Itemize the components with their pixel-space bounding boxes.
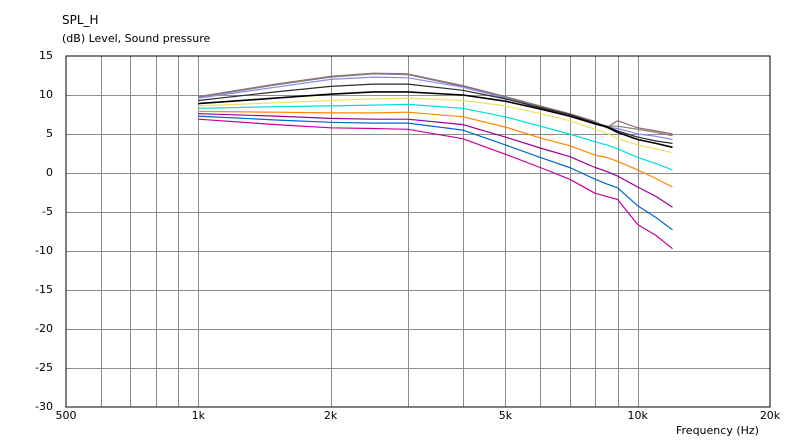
x-tick-label: 2k <box>323 409 338 422</box>
x-axis-label: Frequency (Hz) <box>676 424 759 437</box>
y-tick-label: -15 <box>35 283 53 296</box>
series-line-4 <box>198 83 673 144</box>
x-tick-label: 20k <box>759 409 781 422</box>
y-tick-label: -25 <box>35 361 53 374</box>
series-line-10 <box>198 115 673 231</box>
series-line-8 <box>198 110 673 188</box>
y-tick-label: -10 <box>35 244 53 257</box>
series-line-9 <box>198 113 673 208</box>
x-tick-label: 5k <box>498 409 513 422</box>
y-tick-label: 15 <box>39 49 53 62</box>
series-lines <box>198 72 673 250</box>
x-tick-label: 1k <box>191 409 205 422</box>
y-tick-label: -5 <box>42 205 53 218</box>
x-tick-label: 500 <box>55 409 77 422</box>
x-tick-label: 10k <box>627 409 648 422</box>
y-tick-label: 10 <box>39 88 53 101</box>
series-line-6 <box>198 97 673 154</box>
series-line-5 <box>198 91 673 149</box>
y-tick-label: 5 <box>46 127 53 140</box>
series-line-1 <box>198 72 673 135</box>
chart-title: SPL_H <box>62 13 99 27</box>
chart-subtitle: (dB) Level, Sound pressure <box>62 32 211 45</box>
series-line-2 <box>198 73 673 137</box>
plot-background <box>66 56 770 407</box>
series-line-11 <box>198 118 673 250</box>
y-tick-label: -20 <box>35 322 53 335</box>
series-line-7 <box>198 103 673 171</box>
y-tick-label: -30 <box>35 400 53 413</box>
plot-frame <box>65 55 771 408</box>
y-tick-label: 0 <box>46 166 53 179</box>
